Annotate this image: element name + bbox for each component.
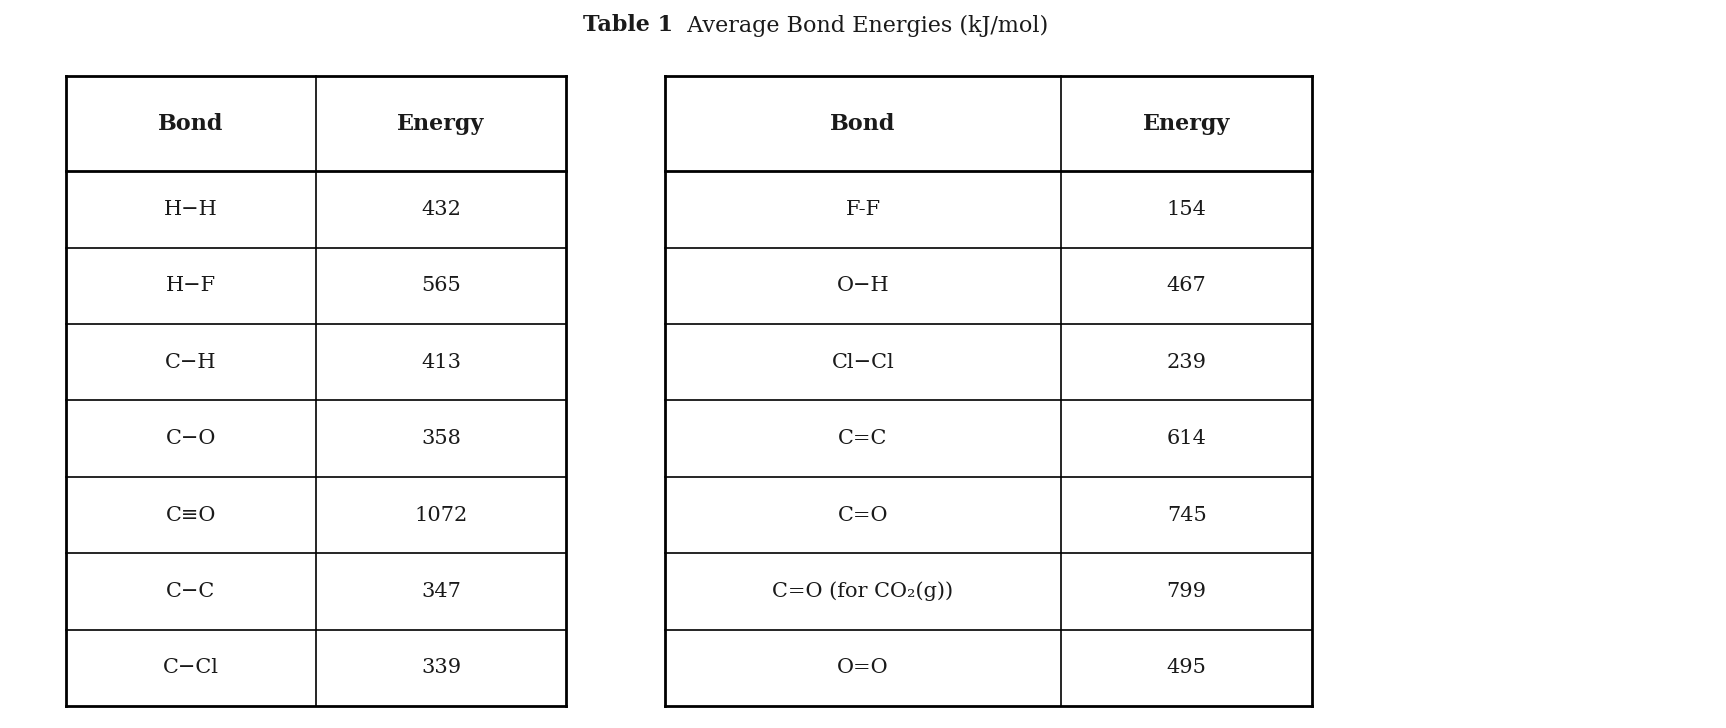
- Text: O−H: O−H: [837, 276, 889, 296]
- Text: C−O: C−O: [166, 429, 216, 448]
- Text: Table 1: Table 1: [583, 15, 673, 36]
- Text: 745: 745: [1167, 505, 1206, 525]
- Text: 358: 358: [421, 429, 461, 448]
- Text: Average Bond Energies (kJ/mol): Average Bond Energies (kJ/mol): [673, 15, 1048, 36]
- Text: F-F: F-F: [846, 199, 880, 219]
- Text: 347: 347: [421, 582, 461, 601]
- Text: C=O (for CO₂(g)): C=O (for CO₂(g)): [773, 582, 953, 601]
- Text: Bond: Bond: [830, 113, 896, 135]
- Text: 413: 413: [421, 352, 461, 372]
- Text: 495: 495: [1167, 658, 1206, 678]
- Text: Energy: Energy: [397, 113, 485, 135]
- Text: Energy: Energy: [1143, 113, 1231, 135]
- Text: C−Cl: C−Cl: [162, 658, 219, 678]
- Text: C=O: C=O: [837, 505, 889, 525]
- Text: H−H: H−H: [164, 199, 217, 219]
- Text: 565: 565: [421, 276, 461, 296]
- Text: 239: 239: [1167, 352, 1206, 372]
- Text: C=C: C=C: [839, 429, 887, 448]
- Text: 154: 154: [1167, 199, 1206, 219]
- Bar: [66, 76, 566, 706]
- Text: O=O: O=O: [837, 658, 889, 678]
- Text: 1072: 1072: [414, 505, 468, 525]
- Text: 432: 432: [421, 199, 461, 219]
- Text: 467: 467: [1167, 276, 1206, 296]
- Text: H−F: H−F: [166, 276, 216, 296]
- Text: 799: 799: [1167, 582, 1206, 601]
- Text: C−C: C−C: [166, 582, 216, 601]
- Text: C≡O: C≡O: [166, 505, 216, 525]
- Text: Bond: Bond: [159, 113, 223, 135]
- Bar: [665, 76, 1312, 706]
- Text: C−H: C−H: [166, 352, 216, 372]
- Text: 614: 614: [1167, 429, 1206, 448]
- Text: Cl−Cl: Cl−Cl: [832, 352, 894, 372]
- Text: 339: 339: [421, 658, 461, 678]
